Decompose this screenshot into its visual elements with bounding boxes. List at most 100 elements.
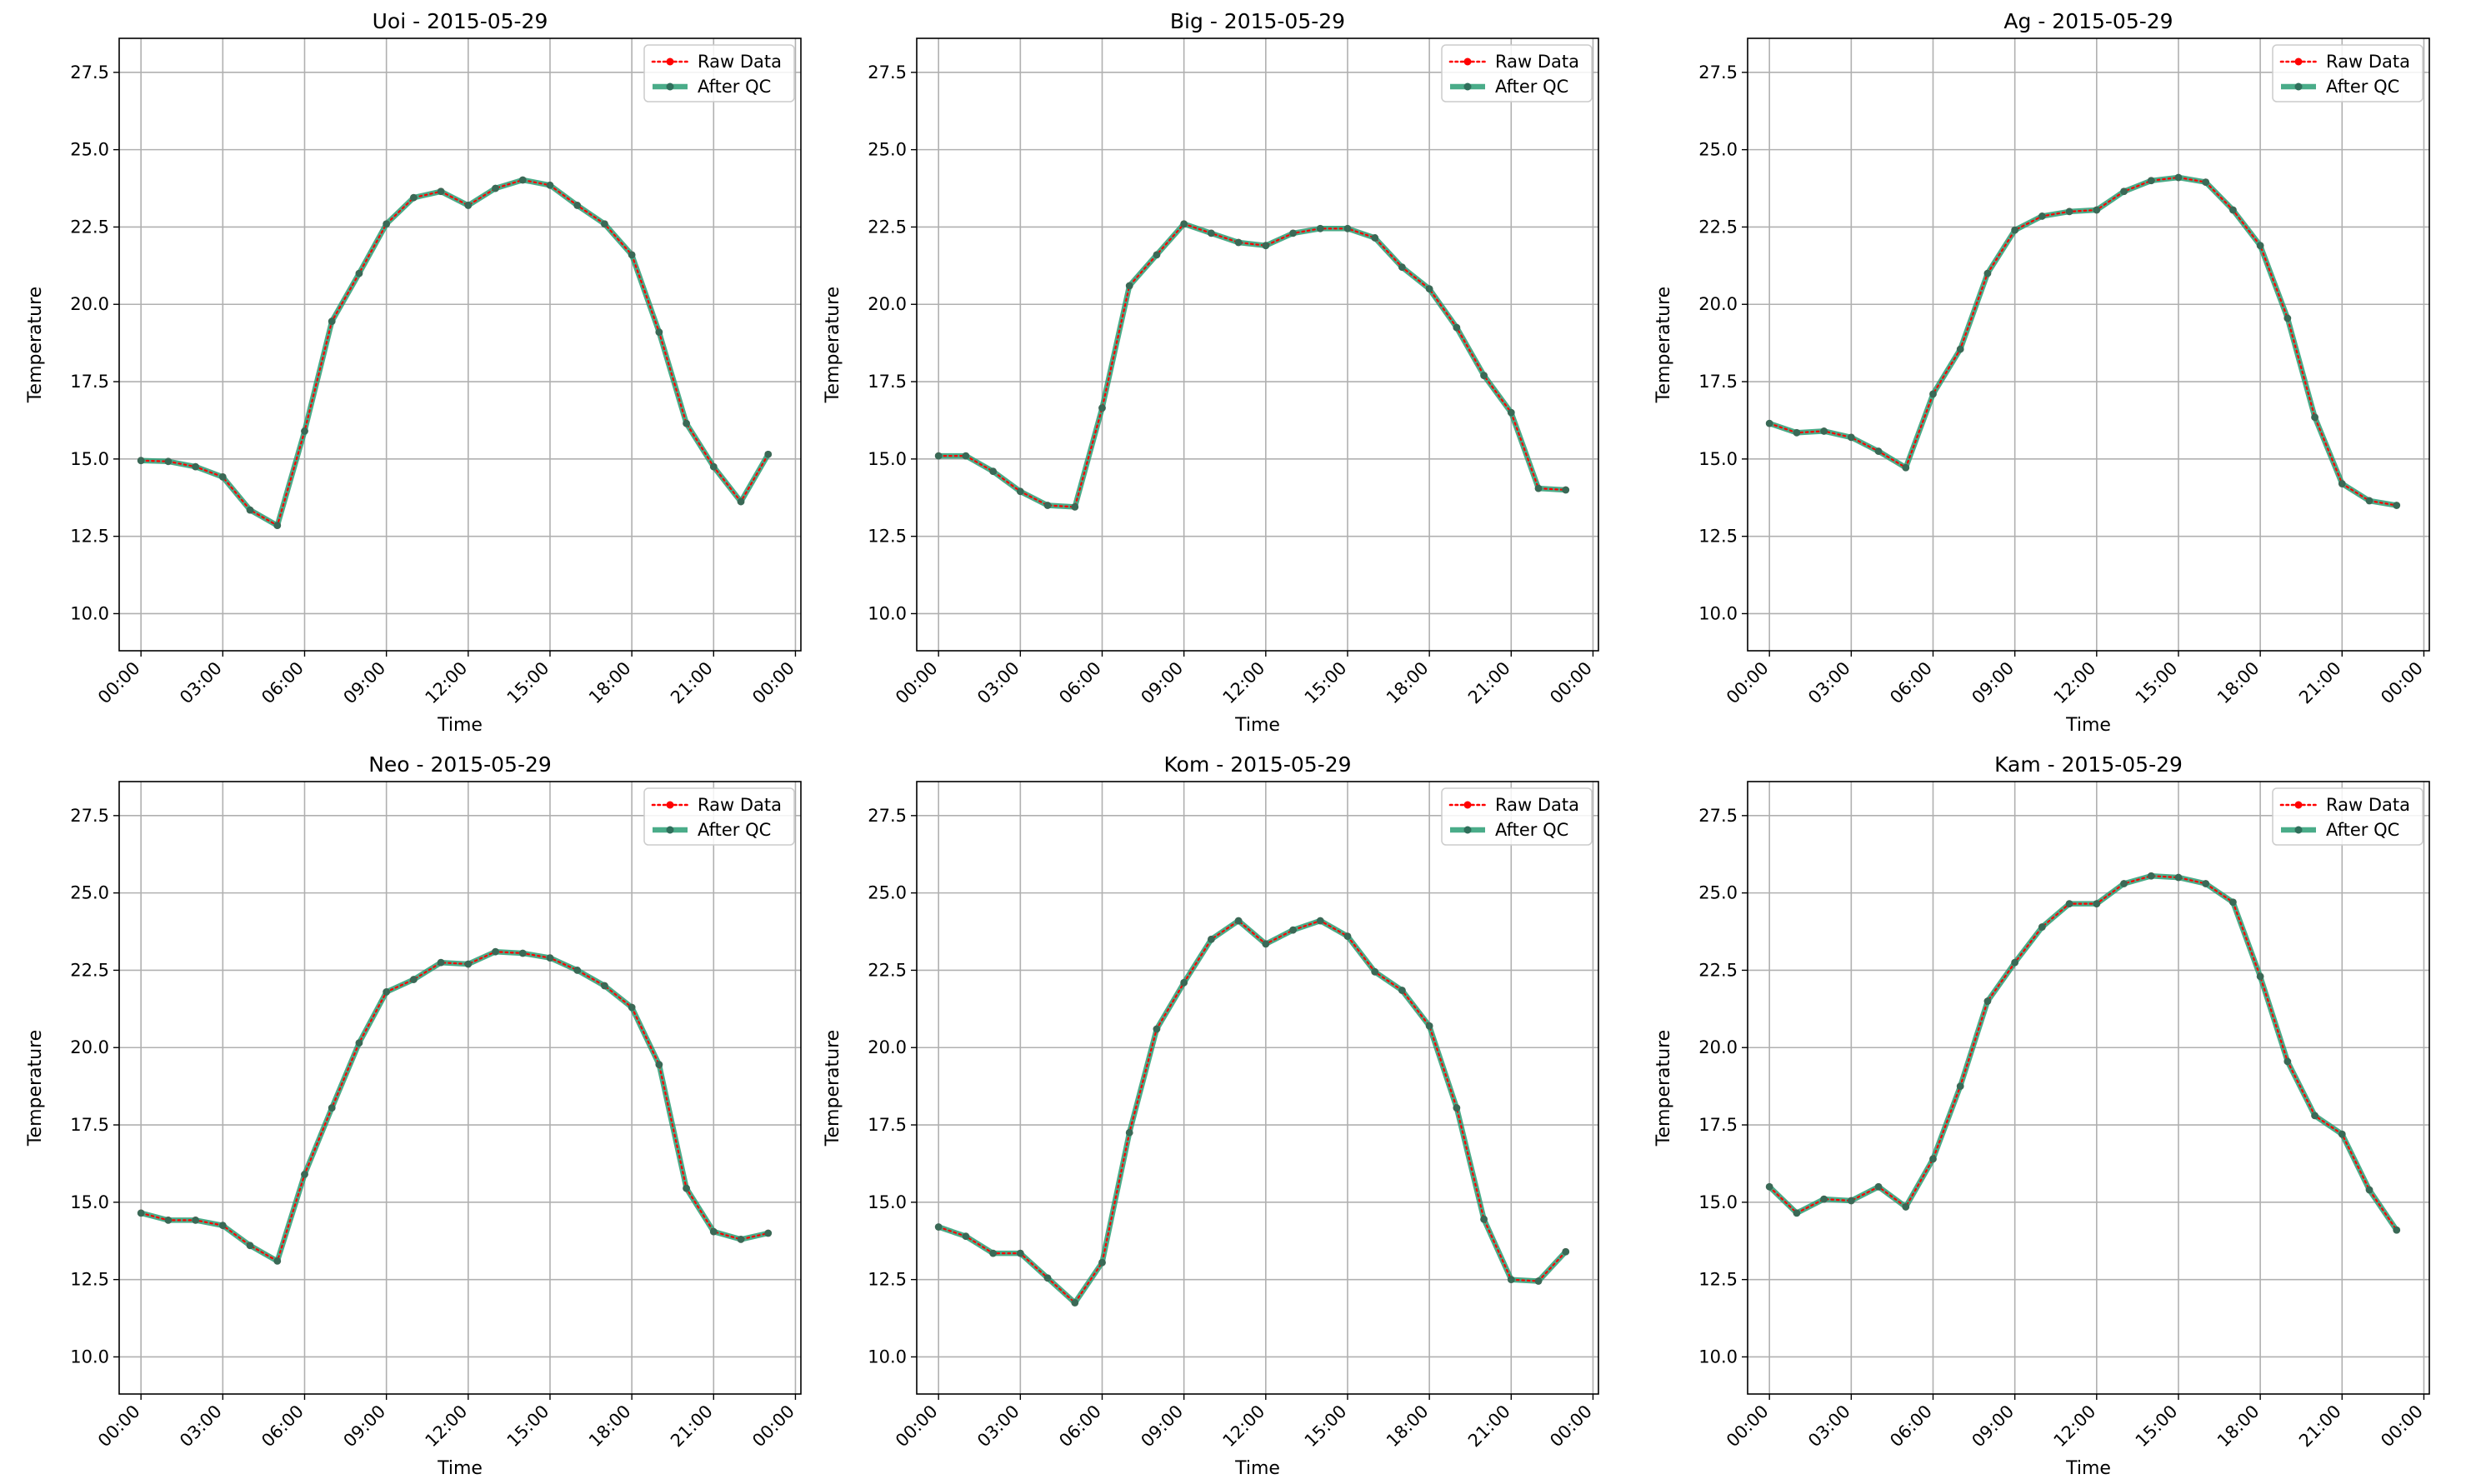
y-tick-label: 10.0 xyxy=(1698,1347,1738,1367)
after-qc-point xyxy=(1453,1104,1461,1112)
y-tick-label: 12.5 xyxy=(868,527,907,547)
after-qc-point xyxy=(934,1223,943,1231)
after-qc-point xyxy=(437,958,445,967)
axes-frame xyxy=(916,781,1599,1395)
after-qc-point xyxy=(492,184,499,192)
x-tick-label: 00:00 xyxy=(1546,658,1596,708)
after-qc-point xyxy=(655,328,663,337)
x-tick-label: 03:00 xyxy=(1804,658,1854,708)
x-tick-label: 09:00 xyxy=(339,658,389,708)
after-qc-point xyxy=(962,1232,970,1241)
y-tick-label: 12.5 xyxy=(70,1270,109,1290)
axes-frame xyxy=(118,781,802,1395)
series-raw-data-line xyxy=(938,919,1567,1305)
after-qc-point xyxy=(1534,484,1543,492)
x-tick-label: 21:00 xyxy=(2295,658,2345,708)
axes-frame xyxy=(1747,37,2430,652)
after-qc-point xyxy=(2311,413,2318,422)
y-tick-label: 25.0 xyxy=(868,140,907,160)
after-qc-point xyxy=(409,976,418,983)
after-qc-point xyxy=(1562,486,1570,494)
after-qc-point xyxy=(1207,229,1215,237)
after-qc-point xyxy=(737,1235,745,1243)
y-tick-label: 15.0 xyxy=(70,1192,109,1212)
after-qc-point xyxy=(1180,220,1188,228)
y-tick-label: 25.0 xyxy=(70,140,109,160)
legend-raw-label: Raw Data xyxy=(698,52,782,72)
legend-raw-label: Raw Data xyxy=(1495,795,1579,815)
after-qc-point xyxy=(601,982,608,990)
after-qc-point xyxy=(1043,502,1052,509)
after-qc-point xyxy=(1343,932,1352,941)
subplot-title: Big - 2015-05-29 xyxy=(1170,9,1345,33)
y-tick-label: 20.0 xyxy=(868,1037,907,1057)
x-axis-label: Time xyxy=(1234,715,1280,736)
after-qc-point xyxy=(1153,1025,1161,1033)
after-qc-point xyxy=(1289,926,1297,934)
x-tick-label: 18:00 xyxy=(2213,1402,2263,1452)
y-tick-label: 27.5 xyxy=(70,806,109,826)
y-tick-label: 12.5 xyxy=(868,1270,907,1290)
x-tick-label: 00:00 xyxy=(1723,1402,1773,1452)
y-tick-label: 17.5 xyxy=(1698,372,1738,392)
after-qc-point xyxy=(1820,1195,1828,1203)
y-tick-label: 27.5 xyxy=(70,62,109,82)
after-qc-point xyxy=(1507,408,1515,417)
y-tick-label: 10.0 xyxy=(70,1347,109,1367)
after-qc-point xyxy=(764,450,773,458)
x-tick-label: 09:00 xyxy=(1968,658,2018,708)
x-tick-label: 21:00 xyxy=(2295,1402,2345,1452)
y-tick-label: 25.0 xyxy=(868,883,907,903)
legend-qc-label: After QC xyxy=(2326,820,2399,840)
subplot-4: Neo - 2015-05-29 00:00 03:00 06:00 09:00 12:0… xyxy=(25,752,802,1479)
subplot-2: Big - 2015-05-29 00:00 03:00 06:00 09:00 12:0… xyxy=(823,9,1599,736)
series-after-qc-line xyxy=(140,948,769,1264)
after-qc-point xyxy=(1793,428,1801,437)
y-tick-label: 20.0 xyxy=(70,294,109,314)
legend-qc-label: After QC xyxy=(698,77,771,97)
x-axis-label: Time xyxy=(2065,715,2111,736)
y-tick-label: 27.5 xyxy=(868,806,907,826)
x-tick-label: 12:00 xyxy=(422,1402,472,1452)
after-qc-point xyxy=(628,1003,636,1012)
after-qc-point xyxy=(683,1184,690,1192)
series-raw-data-line xyxy=(1768,875,2398,1232)
y-tick-label: 22.5 xyxy=(70,217,109,237)
series-after-qc-line xyxy=(938,917,1568,1306)
x-tick-label: 15:00 xyxy=(1301,658,1351,708)
after-qc-point xyxy=(301,1171,308,1178)
after-qc-point xyxy=(2038,212,2046,220)
after-qc-point xyxy=(1234,917,1243,925)
legend-raw-marker xyxy=(666,801,674,809)
after-qc-point xyxy=(2338,1130,2346,1138)
y-tick-label: 20.0 xyxy=(70,1037,109,1057)
after-qc-point xyxy=(989,1249,998,1257)
x-tick-label: 09:00 xyxy=(1968,1402,2018,1452)
axes-frame xyxy=(118,37,802,652)
after-qc-point xyxy=(1929,390,1937,398)
after-qc-point xyxy=(1016,487,1024,496)
legend-qc-label: After QC xyxy=(1495,77,1568,97)
legend-raw-marker xyxy=(1463,57,1472,66)
y-tick-label: 22.5 xyxy=(868,960,907,980)
after-qc-point xyxy=(1874,1182,1883,1191)
x-tick-label: 18:00 xyxy=(1383,1402,1433,1452)
y-tick-label: 12.5 xyxy=(1698,527,1738,547)
y-tick-label: 25.0 xyxy=(70,883,109,903)
after-qc-point xyxy=(1125,282,1133,290)
series-after-qc-line xyxy=(938,221,1566,510)
after-qc-point xyxy=(2174,173,2183,182)
after-qc-point xyxy=(2174,873,2183,882)
after-qc-point xyxy=(2283,1057,2292,1066)
after-qc-point xyxy=(2202,880,2210,887)
after-qc-point xyxy=(2283,314,2292,322)
after-qc-point xyxy=(573,202,582,209)
legend: Raw Data After QC xyxy=(1441,44,1593,102)
after-qc-point xyxy=(1316,917,1324,925)
after-qc-point xyxy=(1262,940,1270,948)
y-axis-label: Temperature xyxy=(25,1030,46,1147)
after-qc-point xyxy=(2338,480,2346,487)
y-tick-label: 15.0 xyxy=(70,449,109,469)
after-qc-point xyxy=(2202,178,2210,187)
